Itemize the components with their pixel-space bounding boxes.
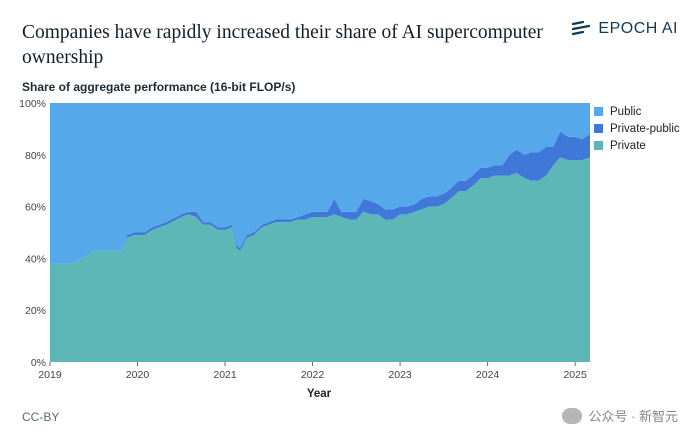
- y-tick-label: 40%: [25, 253, 46, 265]
- legend-swatch-public: [594, 107, 603, 116]
- y-tick-label: 60%: [25, 202, 46, 214]
- legend-swatch-private: [594, 141, 603, 150]
- y-tick-label: 0%: [31, 357, 46, 369]
- legend-item-private-public[interactable]: Private-public: [594, 120, 680, 137]
- legend-item-private[interactable]: Private: [594, 137, 680, 154]
- x-tick-label: 2022: [301, 369, 325, 381]
- y-tick-label: 80%: [25, 150, 46, 162]
- legend-item-public[interactable]: Public: [594, 103, 680, 120]
- chart-title: Companies have rapidly increased their s…: [22, 22, 543, 68]
- y-axis-title: Share of aggregate performance (16-bit F…: [22, 80, 296, 94]
- x-tick-label: 2025: [563, 369, 587, 381]
- epoch-logo[interactable]: EPOCH AI: [572, 20, 678, 38]
- watermark-text: 公众号 · 新智元: [588, 409, 678, 424]
- legend: Public Private-public Private: [594, 103, 680, 154]
- x-tick-label: 2019: [38, 369, 62, 381]
- x-tick-label: 2020: [126, 369, 150, 381]
- x-tick-label: 2024: [476, 369, 500, 381]
- wechat-icon: [562, 407, 583, 424]
- area-public: [50, 103, 590, 264]
- legend-label-private: Private: [610, 139, 646, 152]
- y-tick-label: 20%: [25, 305, 46, 317]
- legend-swatch-private-public: [594, 124, 603, 133]
- legend-label-private-public: Private-public: [610, 122, 680, 135]
- license-label: CC-BY: [22, 410, 60, 424]
- logo-text: EPOCH AI: [598, 20, 678, 37]
- legend-label-public: Public: [610, 105, 642, 118]
- area-private: [50, 157, 590, 362]
- y-tick-label: 100%: [19, 98, 46, 110]
- epoch-logo-icon: [572, 21, 591, 36]
- x-tick-label: 2021: [213, 369, 237, 381]
- x-axis-title: Year: [307, 388, 332, 400]
- x-tick-label: 2023: [388, 369, 412, 381]
- watermark: 公众号 · 新智元: [562, 406, 678, 425]
